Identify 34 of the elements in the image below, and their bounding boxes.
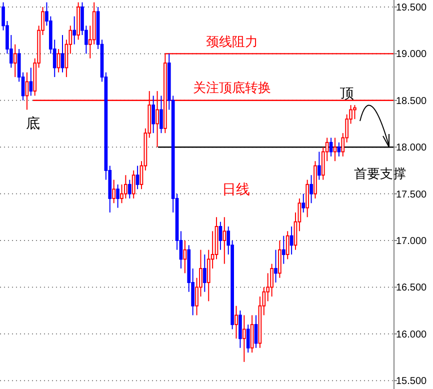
candlestick [60, 34, 64, 73]
y-tick-label: 16.000 [396, 329, 428, 340]
candlestick [222, 216, 226, 264]
candlestick [234, 305, 238, 340]
y-tick-label: 18.500 [396, 96, 428, 107]
candlestick [242, 314, 246, 362]
annotation: 顶 [340, 86, 354, 102]
candlestick [278, 240, 282, 278]
y-tick-label: 18.000 [396, 142, 428, 154]
ref-line-label: 首要支撑 [354, 167, 406, 182]
candlestick [13, 44, 17, 78]
candlestick [206, 249, 210, 302]
y-tick-label: 16.500 [396, 282, 428, 294]
candlestick [274, 249, 278, 284]
candlestick [318, 151, 321, 180]
y-tick-label: 17.000 [396, 236, 428, 247]
candlestick [202, 254, 206, 292]
candlestick [72, 16, 76, 45]
y-tick-label: 19.000 [396, 49, 428, 60]
ref-line-label: 颈线阻力 [206, 35, 258, 50]
annotation: 底 [26, 116, 40, 132]
candlestick [353, 104, 356, 120]
candlestick [152, 95, 156, 134]
candlestick [310, 174, 313, 204]
y-tick-label: 17.500 [396, 189, 428, 200]
annotation: 日线 [222, 182, 250, 198]
y-tick-label: 15.500 [396, 376, 428, 388]
y-tick-label: 19.500 [396, 2, 428, 14]
candlestick [25, 72, 29, 110]
ref-line-label: 关注顶底转换 [193, 81, 271, 96]
candlestick [183, 240, 187, 274]
candlestick [254, 314, 258, 348]
candlestick [333, 137, 337, 162]
candlestick [282, 235, 286, 264]
